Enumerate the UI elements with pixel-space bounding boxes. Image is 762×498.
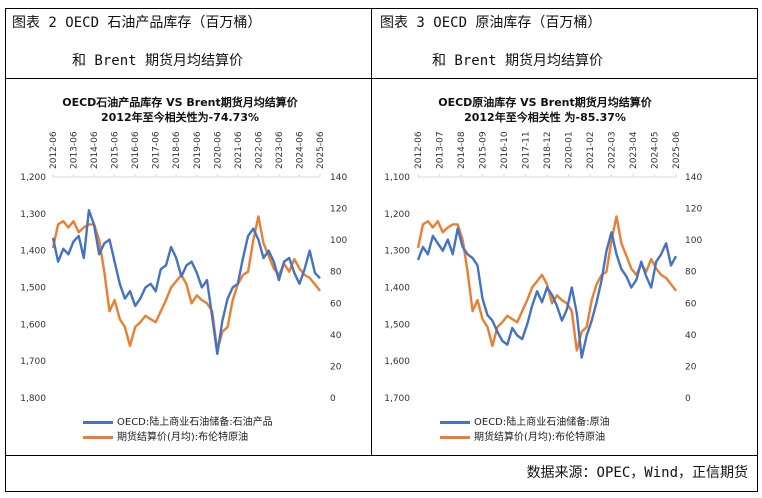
legend-swatch-blue <box>83 420 113 424</box>
legend-label: OECD:陆上商业石油储备:原油 <box>474 417 610 428</box>
chart-2-x-tick-label: 2013-07 <box>436 131 446 169</box>
chart-2-x-tick-label: 2021-02 <box>586 131 596 169</box>
chart-1-x-tick-label: 2012-06 <box>49 131 59 169</box>
column-divider <box>371 8 372 455</box>
chart-2-left-tick-label: 1,500 <box>384 320 410 330</box>
chart-2-x-tick-label: 2016-10 <box>500 131 510 169</box>
chart-2-title-text: OECD原油库存 VS Brent期货月均结算价 <box>438 96 652 109</box>
chart-1-x-tick-label: 2018-06 <box>172 131 182 169</box>
legend-item: OECD:陆上商业石油储备:原油 <box>440 415 610 430</box>
chart-2-right-tick-label: 120 <box>685 205 702 215</box>
chart-1-title: OECD石油产品库存 VS Brent期货月均结算价 2012年至今相关性为-7… <box>30 95 330 125</box>
chart-2-right-tick-label: 100 <box>685 236 702 246</box>
chart-2-left-tick-label: 1,700 <box>384 394 410 404</box>
legend-label: 期货结算价(月均):布伦特原油 <box>474 432 606 443</box>
chart-2-x-tick-label: 2022-03 <box>608 131 618 169</box>
chart-1-right-tick-label: 60 <box>330 299 342 309</box>
figure-3-caption-line2: 和 Brent 期货月均结算价 <box>432 53 604 69</box>
chart-1-right-tick-label: 140 <box>330 173 347 183</box>
legend-swatch-orange <box>83 435 113 439</box>
chart-1-right-tick-label: 0 <box>330 394 336 404</box>
chart-1-right-tick-label: 80 <box>330 268 342 278</box>
legend-label: 期货结算价(月均):布伦特原油 <box>117 432 249 443</box>
chart-1-x-tick-label: 2025-06 <box>316 131 326 169</box>
chart-2-left-tick-label: 1,400 <box>384 284 410 294</box>
figure-2-caption-line2: 和 Brent 期货月均结算价 <box>72 53 244 69</box>
chart-1-x-tick-label: 2021-06 <box>234 131 244 169</box>
chart-2-left-tick-label: 1,600 <box>384 357 410 367</box>
chart-2-x-tick-label: 2024-05 <box>651 131 661 169</box>
chart-1-right-tick-label: 20 <box>330 362 342 372</box>
chart-1-left-tick-label: 1,500 <box>20 284 46 294</box>
chart-1-brent-line <box>51 215 321 352</box>
chart-1-inventory-line <box>51 208 321 355</box>
chart-1-subtitle: 2012年至今相关性为-74.73% <box>101 111 259 124</box>
chart-1-left-tick-label: 1,600 <box>20 320 46 330</box>
chart-2-x-tick-label: 2020-01 <box>565 131 575 169</box>
chart-2-left-tick-label: 1,300 <box>384 247 410 257</box>
chart-2-x-tick-label: 2012-06 <box>414 131 424 169</box>
chart-1-right-tick-label: 120 <box>330 205 347 215</box>
legend-swatch-blue <box>440 420 470 424</box>
chart-2-x-tick-label: 2015-09 <box>479 131 489 169</box>
chart-1-x-tick-label: 2017-06 <box>152 131 162 169</box>
chart-2-right-tick-label: 140 <box>685 173 702 183</box>
chart-1-left-tick-label: 1,200 <box>20 173 46 183</box>
chart-1-x-tick-label: 2015-06 <box>111 131 121 169</box>
header-divider <box>5 78 757 79</box>
chart-1-x-tick-label: 2014-06 <box>90 131 100 169</box>
legend-item: 期货结算价(月均):布伦特原油 <box>440 430 610 445</box>
chart-1-x-tick-label: 2022-06 <box>254 131 264 169</box>
legend-item: 期货结算价(月均):布伦特原油 <box>83 430 273 445</box>
chart-2-brent-line <box>416 215 677 352</box>
chart-1-x-tick-label: 2020-06 <box>213 131 223 169</box>
chart-2-x-tick-label: 2017-11 <box>522 131 532 169</box>
chart-1-left-tick-label: 1,400 <box>20 247 46 257</box>
legend-label: OECD:陆上商业石油储备:石油产品 <box>117 417 273 428</box>
chart-1-right-tick-label: 100 <box>330 236 347 246</box>
chart-2-x-tick-label: 2018-12 <box>543 131 553 169</box>
chart-2-left-tick-label: 1,200 <box>384 210 410 220</box>
chart-1-right-tick-label: 40 <box>330 331 342 341</box>
chart-2-left-tick-label: 1,100 <box>384 173 410 183</box>
chart-2-right-tick-label: 40 <box>685 331 697 341</box>
chart-1-x-tick-label: 2024-06 <box>295 131 305 169</box>
figure-2-caption: 图表 2 OECD 石油产品库存（百万桶） <box>12 15 262 31</box>
legend-item: OECD:陆上商业石油储备:石油产品 <box>83 415 273 430</box>
legend-swatch-orange <box>440 435 470 439</box>
chart-2-inventory-line <box>416 227 678 359</box>
chart-2-x-tick-label: 2014-08 <box>457 131 467 169</box>
chart-2-legend: OECD:陆上商业石油储备:原油 期货结算价(月均):布伦特原油 <box>440 415 610 445</box>
chart-1-left-tick-label: 1,300 <box>20 210 46 220</box>
chart-1-x-tick-label: 2016-06 <box>131 131 141 169</box>
chart-1-x-tick-label: 2019-06 <box>193 131 203 169</box>
chart-2-right-tick-label: 60 <box>685 299 697 309</box>
chart-2-x-tick-label: 2025-06 <box>672 131 682 169</box>
chart-1-x-tick-label: 2013-06 <box>70 131 80 169</box>
chart-2-right-tick-label: 0 <box>685 394 691 404</box>
chart-2-x-tick-label: 2023-04 <box>629 131 639 169</box>
footer-divider <box>5 455 757 456</box>
figure-3-caption: 图表 3 OECD 原油库存（百万桶） <box>380 15 602 31</box>
chart-2-right-tick-label: 80 <box>685 268 697 278</box>
chart-2-title: OECD原油库存 VS Brent期货月均结算价 2012年至今相关性 为-85… <box>395 95 695 125</box>
chart-2-subtitle: 2012年至今相关性 为-85.37% <box>464 111 626 124</box>
chart-1-legend: OECD:陆上商业石油储备:石油产品 期货结算价(月均):布伦特原油 <box>83 415 273 445</box>
chart-2-right-tick-label: 20 <box>685 362 697 372</box>
chart-1-left-tick-label: 1,700 <box>20 357 46 367</box>
table-frame <box>5 8 758 492</box>
data-source: 数据来源：OPEC，Wind，正信期货 <box>526 465 748 481</box>
chart-1-title-text: OECD石油产品库存 VS Brent期货月均结算价 <box>62 96 298 109</box>
chart-1-x-tick-label: 2023-06 <box>275 131 285 169</box>
chart-1-left-tick-label: 1,800 <box>20 394 46 404</box>
